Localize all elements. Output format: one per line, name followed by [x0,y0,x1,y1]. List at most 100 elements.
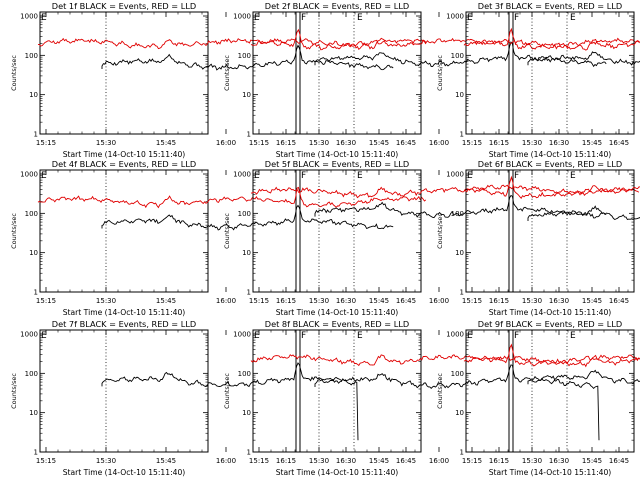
x-tick-label: 15:45 [582,297,602,305]
x-tick-label: 16:15 [489,297,509,305]
series-line-events [314,41,607,68]
x-axis-label: Start Time (14-Oct-10 15:11:40) [63,468,186,477]
marker-label: F [514,331,519,341]
y-tick-label: 100 [25,52,38,60]
y-tick-label: 100 [25,370,38,378]
y-tick-label: 10 [29,91,38,99]
y-tick-label: 1000 [20,13,38,21]
plot-frame [39,169,209,293]
y-tick-label: 10 [455,91,464,99]
y-tick-label: 1 [34,449,38,457]
marker-label: F [514,13,519,23]
marker-label: E [254,331,260,341]
series-line-lld [250,175,640,199]
marker-label: E [570,331,576,341]
series-line-lld [37,186,427,209]
x-tick-label: 15:30 [96,457,116,465]
x-tick-label: 15:15 [462,139,482,147]
x-tick-label: 15:15 [36,457,56,465]
plot-frame [252,11,422,135]
x-tick-label: 15:45 [369,139,389,147]
panel-title: Det 6f BLACK = Events, RED = LLD [478,159,622,169]
panel-title: Det 3f BLACK = Events, RED = LLD [478,1,622,11]
x-axis-label: Start Time (14-Oct-10 15:11:40) [489,150,612,159]
y-tick-label: 1 [34,131,38,139]
marker-label: E [357,13,363,23]
x-tick-label: 15:45 [369,297,389,305]
series-line-events [527,205,640,221]
series-line-events [314,364,600,441]
x-tick-label: 16:00 [216,139,236,147]
panel-title: Det 7f BLACK = Events, RED = LLD [52,319,196,329]
x-tick-label: 15:30 [309,139,329,147]
y-tick-label: 1 [247,289,251,297]
series-line-lld [250,27,640,50]
panel-det-6: Det 6f BLACK = Events, RED = LLD Counts/s… [436,159,640,317]
x-tick-label: 16:15 [489,139,509,147]
marker-label: E [41,331,47,341]
marker-label: F [301,331,306,341]
x-tick-label: 16:30 [549,139,569,147]
series-line-events [101,44,394,71]
y-axis-label: Counts/sec [436,373,444,409]
series-line-lld [463,184,640,196]
y-tick-label: 10 [242,91,251,99]
panel-title: Det 9f BLACK = Events, RED = LLD [478,319,622,329]
plot-frame [465,169,635,293]
y-tick-label: 1 [247,449,251,457]
marker-label: E [357,171,363,181]
x-tick-label: 16:45 [396,139,416,147]
x-tick-label: 15:15 [249,297,269,305]
x-tick-label: 16:00 [429,297,449,305]
x-tick-label: 16:30 [549,457,569,465]
y-tick-label: 100 [238,210,251,218]
marker-label: E [254,171,260,181]
y-tick-label: 10 [29,249,38,257]
y-axis-label: Counts/sec [10,373,18,409]
y-tick-label: 100 [238,370,251,378]
x-tick-label: 16:45 [396,297,416,305]
x-tick-label: 16:45 [396,457,416,465]
x-tick-label: 15:30 [522,297,542,305]
plot-frame [39,11,209,135]
marker-label: E [467,331,473,341]
marker-label: F [514,171,519,181]
y-tick-label: 1 [460,131,464,139]
panel-title: Det 8f BLACK = Events, RED = LLD [265,319,409,329]
x-tick-label: 15:30 [522,457,542,465]
panel-det-2: Det 2f BLACK = Events, RED = LLD Counts/s… [223,1,640,159]
y-tick-label: 1000 [233,13,251,21]
x-tick-label: 15:30 [309,297,329,305]
series-line-events [527,369,640,385]
series-line-events [101,362,359,441]
x-tick-label: 15:15 [36,297,56,305]
y-axis-label: Counts/sec [223,373,231,409]
panel-det-4: Det 4f BLACK = Events, RED = LLD Counts/s… [10,159,427,317]
y-axis-label: Counts/sec [223,55,231,91]
y-tick-label: 100 [451,370,464,378]
x-tick-label: 16:30 [336,457,356,465]
marker-label: E [357,331,363,341]
x-tick-label: 16:45 [609,139,629,147]
x-tick-label: 16:45 [609,297,629,305]
x-tick-label: 16:00 [429,457,449,465]
y-tick-label: 100 [25,210,38,218]
marker-label: E [467,13,473,23]
x-tick-label: 16:00 [429,139,449,147]
panel-title: Det 2f BLACK = Events, RED = LLD [265,1,409,11]
plot-frame [465,11,635,135]
y-axis-label: Counts/sec [10,55,18,91]
marker-label: E [254,13,260,23]
marker-label: E [467,171,473,181]
x-tick-label: 15:45 [369,457,389,465]
y-tick-label: 10 [455,249,464,257]
x-axis-label: Start Time (14-Oct-10 15:11:40) [63,150,186,159]
series-line-lld [250,343,640,367]
series-line-events [527,51,640,66]
y-tick-label: 100 [238,52,251,60]
marker-label: F [301,13,306,23]
x-tick-label: 16:00 [216,457,236,465]
x-tick-label: 15:15 [249,139,269,147]
x-tick-label: 16:45 [609,457,629,465]
x-tick-label: 15:30 [309,457,329,465]
